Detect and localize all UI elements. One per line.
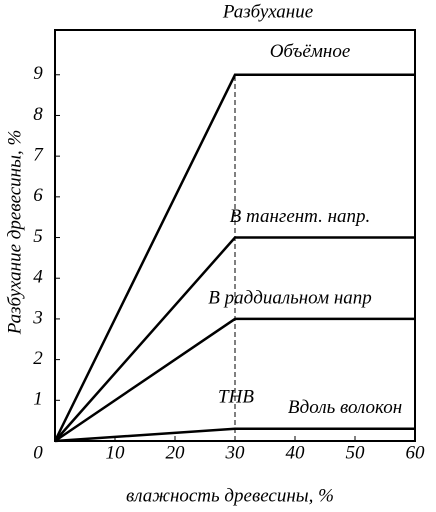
series-line — [54, 317, 415, 443]
y-tick-label: 5 — [33, 226, 43, 247]
y-tick-label: 4 — [33, 267, 43, 288]
x-tick-label: 50 — [346, 442, 366, 463]
y-tick-label: 8 — [33, 104, 43, 125]
y-axis-label: Разбухание древесины, % — [4, 130, 25, 336]
series-label: В раддиальном напр — [208, 287, 372, 308]
y-tick-label: 2 — [33, 348, 43, 369]
x-axis-label: влажность древесины, % — [126, 485, 334, 506]
series-label: Объёмное — [270, 41, 351, 62]
series-line — [54, 236, 415, 442]
x-tick-label: 30 — [225, 442, 246, 463]
y-tick-label: 9 — [33, 63, 43, 84]
annotation: ТНВ — [218, 386, 254, 407]
x-tick-label: 10 — [106, 442, 126, 463]
y-tick-label: 7 — [33, 145, 44, 166]
y-tick-label: 1 — [33, 389, 43, 410]
chart-title: Разбухание — [222, 1, 313, 22]
series-line — [53, 73, 415, 442]
x-tick-label: 60 — [406, 442, 426, 463]
series-label: Вдоль волокон — [288, 397, 402, 418]
y-tick-label: 6 — [33, 185, 43, 206]
x-tick-label: 40 — [286, 442, 306, 463]
x-tick-label: 0 — [33, 442, 43, 463]
y-tick-label: 3 — [32, 307, 43, 328]
x-tick-label: 20 — [166, 442, 186, 463]
series-line — [54, 427, 415, 443]
series-label: В тангент. напр. — [230, 206, 371, 227]
